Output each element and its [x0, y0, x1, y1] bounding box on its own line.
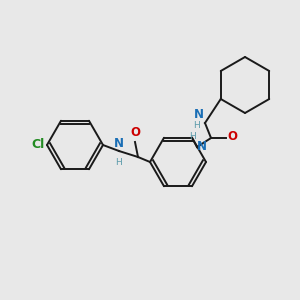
Text: H: H — [116, 158, 122, 167]
Text: O: O — [227, 130, 237, 143]
Text: N: N — [197, 140, 207, 154]
Text: H: H — [189, 132, 195, 141]
Text: O: O — [130, 126, 140, 139]
Text: N: N — [194, 108, 204, 121]
Text: Cl: Cl — [32, 139, 45, 152]
Text: N: N — [114, 137, 124, 150]
Text: H: H — [193, 121, 200, 130]
